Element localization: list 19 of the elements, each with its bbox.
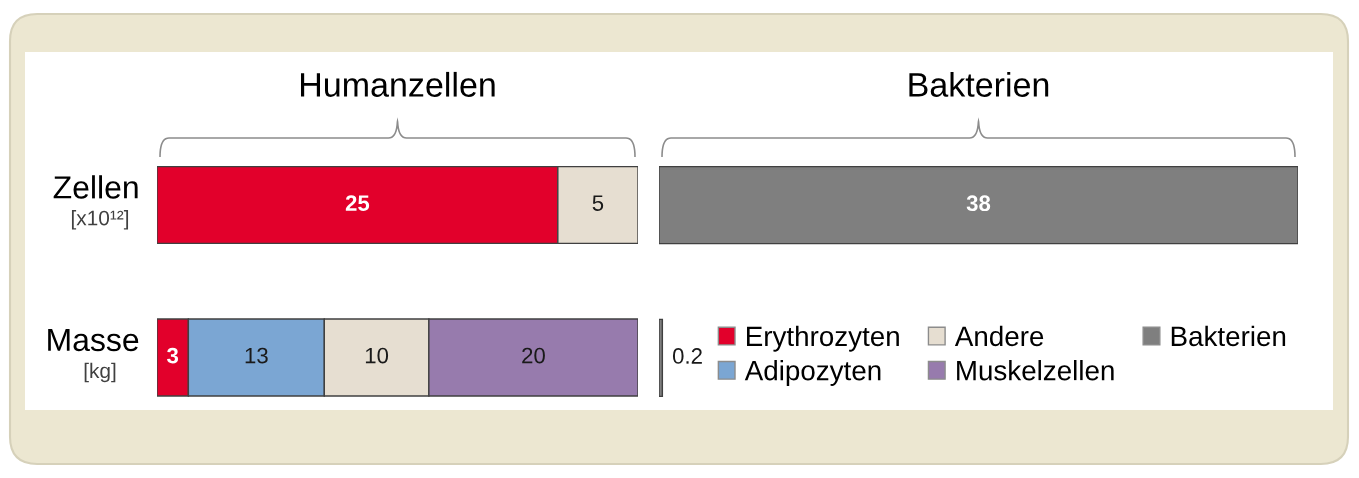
legend-label: Muskelzellen bbox=[957, 359, 1114, 381]
data-label: 3 bbox=[167, 347, 179, 364]
legend-label: Adipozyten bbox=[744, 359, 881, 386]
y-tick-label: Zellen bbox=[53, 175, 138, 199]
legend-label: Bakterien bbox=[1171, 325, 1286, 347]
data-label: 38 bbox=[966, 195, 991, 212]
data-label: 25 bbox=[345, 195, 370, 211]
x-axis-title: [kg] bbox=[84, 362, 116, 383]
x-axis-title: [x10¹²] bbox=[71, 210, 129, 230]
y-tick-label: Masse bbox=[48, 328, 139, 352]
chart-title: Humanzellen bbox=[301, 71, 495, 97]
data-label: 20 bbox=[522, 347, 545, 364]
data-label: 13 bbox=[245, 347, 268, 364]
chart-title: Bakterien bbox=[909, 71, 1049, 97]
data-label: 10 bbox=[365, 347, 389, 364]
data-label: 5 bbox=[592, 195, 604, 211]
legend-label: Andere bbox=[954, 325, 1044, 347]
legend-label: Erythrozyten bbox=[747, 325, 899, 352]
data-label: 0.2 bbox=[672, 348, 702, 364]
